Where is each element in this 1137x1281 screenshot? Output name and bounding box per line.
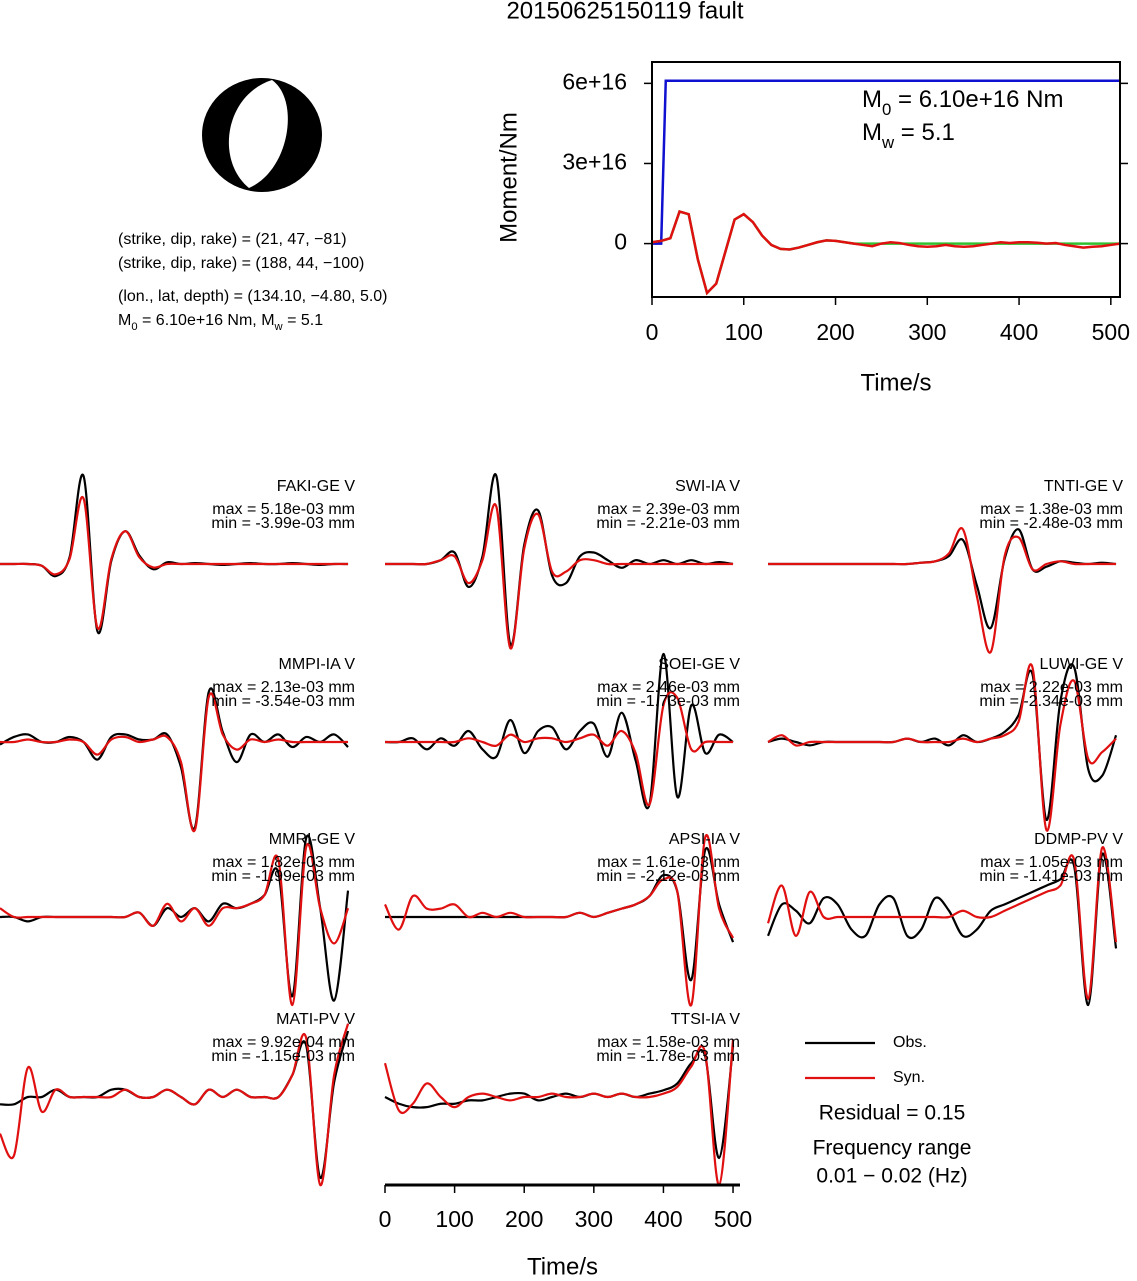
subscript: w xyxy=(274,321,284,333)
observed-trace xyxy=(384,1046,735,1160)
x-tick-label: 200 xyxy=(816,319,854,345)
synthetic-trace xyxy=(0,1023,350,1187)
station-label: LUWI-GE V xyxy=(1039,656,1123,673)
annotation: M0 = 6.10e+16 Nm xyxy=(862,86,1063,119)
y-tick-label: 0 xyxy=(614,229,627,255)
max-label: max = 9.92e-04 mm xyxy=(212,1034,355,1051)
observed-trace xyxy=(384,652,734,810)
annotation: Mw = 5.1 xyxy=(862,119,955,152)
min-label: min = -2.34e-03 mm xyxy=(979,693,1123,710)
moment-line xyxy=(651,210,1121,296)
x-axis-title: Time/s xyxy=(527,1253,598,1280)
x-tick-label: 100 xyxy=(435,1206,473,1232)
frequency-range: 0.01 − 0.02 (Hz) xyxy=(816,1165,967,1188)
subscript: w xyxy=(881,133,895,152)
text-part: M xyxy=(862,86,882,113)
plot-frame xyxy=(651,61,1121,298)
text-part: = 6.10e+16 Nm, M xyxy=(138,312,275,329)
min-label: min = -1.15e-03 mm xyxy=(211,1048,355,1065)
x-tick-label: 500 xyxy=(714,1206,752,1232)
min-label: min = -3.99e-03 mm xyxy=(211,515,355,532)
max-label: max = 2.22e-03 mm xyxy=(980,679,1123,696)
subscript: 0 xyxy=(131,321,137,333)
max-label: max = 2.46e-03 mm xyxy=(597,679,740,696)
observed-trace xyxy=(384,473,734,647)
max-label: max = 2.39e-03 mm xyxy=(597,501,740,518)
min-label: min = -2.21e-03 mm xyxy=(596,515,740,532)
synthetic-trace xyxy=(0,842,350,1007)
x-tick-label: 0 xyxy=(646,319,659,345)
station-label: TTSI-IA V xyxy=(671,1011,741,1028)
subscript: 0 xyxy=(882,100,891,119)
x-tick-label: 300 xyxy=(908,319,946,345)
min-label: min = -1.99e-03 mm xyxy=(211,868,355,885)
moment-line xyxy=(652,79,1120,245)
max-label: max = 1.61e-03 mm xyxy=(597,854,740,871)
text-part: M xyxy=(862,119,882,146)
info-line: (strike, dip, rake) = (21, 47, −81) xyxy=(118,231,347,248)
x-tick-label: 400 xyxy=(644,1206,682,1232)
legend-label: Syn. xyxy=(893,1069,925,1086)
moment-line xyxy=(651,210,1120,296)
synthetic-trace xyxy=(767,663,1117,832)
x-axis-title: Time/s xyxy=(860,369,931,396)
info-moment: M0 = 6.10e+16 Nm, Mw = 5.1 xyxy=(118,312,323,333)
max-label: max = 1.38e-03 mm xyxy=(980,501,1123,518)
min-label: min = -2.12e-03 mm xyxy=(596,868,740,885)
text-part: M xyxy=(118,312,131,329)
synthetic-trace xyxy=(383,1039,735,1187)
text-part: = 6.10e+16 Nm xyxy=(891,86,1063,113)
station-label: SOEI-GE V xyxy=(658,656,740,673)
y-axis-title: Moment/Nm xyxy=(495,112,522,243)
y-tick-label: 6e+16 xyxy=(562,68,627,94)
synthetic-trace xyxy=(766,846,1118,1000)
station-label: FAKI-GE V xyxy=(277,478,356,495)
x-tick-label: 500 xyxy=(1092,319,1130,345)
station-label: APSI-IA V xyxy=(669,831,740,848)
synthetic-trace xyxy=(384,691,734,807)
min-label: min = -1.73e-03 mm xyxy=(596,693,740,710)
frequency-title: Frequency range xyxy=(813,1137,972,1160)
max-label: max = 2.13e-03 mm xyxy=(212,679,355,696)
min-label: min = -3.54e-03 mm xyxy=(211,693,355,710)
info-line: (lon., lat, depth) = (134.10, −4.80, 5.0… xyxy=(118,288,388,305)
max-label: max = 5.18e-03 mm xyxy=(212,501,355,518)
station-label: MATI-PV V xyxy=(276,1011,355,1028)
beachball xyxy=(202,78,322,192)
x-tick-label: 0 xyxy=(379,1206,392,1232)
x-tick-label: 100 xyxy=(725,319,763,345)
text-part: = 5.1 xyxy=(894,119,955,146)
figure-title: 20150625150119 fault xyxy=(506,0,743,24)
min-label: min = -1.78e-03 mm xyxy=(596,1048,740,1065)
x-tick-label: 300 xyxy=(575,1206,613,1232)
synthetic-trace xyxy=(0,692,349,833)
station-label: MMRI-GE V xyxy=(269,831,356,848)
observed-trace xyxy=(0,473,349,635)
station-label: DDMP-PV V xyxy=(1034,831,1123,848)
observed-trace xyxy=(767,528,1117,630)
station-label: TNTI-GE V xyxy=(1044,478,1123,495)
synthetic-trace xyxy=(384,833,735,1007)
max-label: max = 1.82e-03 mm xyxy=(212,854,355,871)
x-tick-label: 400 xyxy=(1000,319,1038,345)
synthetic-trace xyxy=(767,527,1117,654)
station-label: MMPI-IA V xyxy=(279,656,356,673)
y-tick-label: 3e+16 xyxy=(562,149,627,175)
synthetic-trace xyxy=(0,495,349,630)
legend-label: Obs. xyxy=(893,1034,927,1051)
min-label: min = -2.48e-03 mm xyxy=(979,515,1123,532)
station-label: SWI-IA V xyxy=(675,478,740,495)
max-label: max = 1.05e-03 mm xyxy=(980,854,1123,871)
info-line: (strike, dip, rake) = (188, 44, −100) xyxy=(118,255,364,272)
synthetic-trace xyxy=(384,503,734,650)
min-label: min = -1.41e-03 mm xyxy=(979,868,1123,885)
x-tick-label: 200 xyxy=(505,1206,543,1232)
residual: Residual = 0.15 xyxy=(819,1102,966,1125)
text-part: = 5.1 xyxy=(283,312,324,329)
max-label: max = 1.58e-03 mm xyxy=(597,1034,740,1051)
